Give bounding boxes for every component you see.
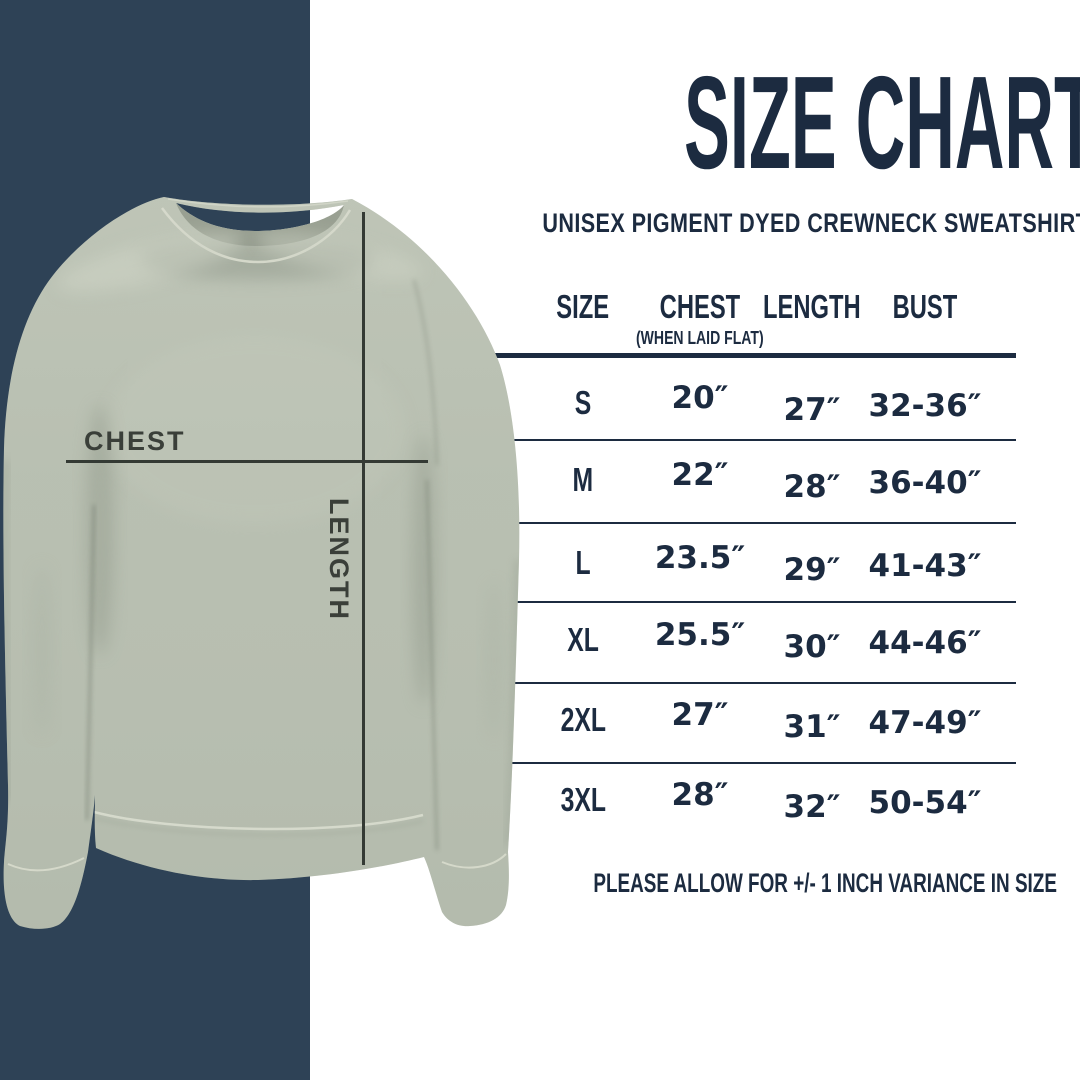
col-header-bust: BUST bbox=[892, 288, 958, 325]
right-cuff-seam bbox=[441, 853, 507, 869]
table-row-separator bbox=[494, 601, 1016, 603]
cell-size: 3XL bbox=[560, 781, 606, 818]
hem-seam bbox=[93, 810, 424, 831]
cell-size: 2XL bbox=[560, 701, 606, 738]
left-cuff-seam bbox=[7, 857, 85, 872]
cell-value: 28″ bbox=[783, 469, 841, 505]
cell-size: XL bbox=[567, 621, 599, 658]
cell-value: 27″ bbox=[783, 392, 841, 428]
chest-measure-line bbox=[66, 460, 428, 463]
cell-value: 23.5″ bbox=[654, 540, 746, 576]
cell-value: 29″ bbox=[783, 552, 841, 588]
cell-size: L bbox=[575, 544, 591, 581]
cell-value: 22″ bbox=[671, 457, 729, 493]
cell-value: 36-40″ bbox=[868, 465, 982, 501]
table-header-rule bbox=[494, 353, 1016, 358]
left-sleeve-crease bbox=[85, 504, 96, 821]
cell-value: 32″ bbox=[783, 789, 841, 825]
col-header-chest: CHEST bbox=[659, 288, 741, 325]
page-subtitle: UNISEX PIGMENT DYED CREWNECK SWEATSHIRT bbox=[474, 210, 1080, 237]
page-title: SIZE CHART bbox=[494, 57, 1080, 189]
right-sleeve-crease bbox=[425, 479, 439, 851]
cell-value: 44-46″ bbox=[868, 625, 982, 661]
cell-value: 20″ bbox=[671, 380, 729, 416]
cell-size: S bbox=[574, 384, 592, 421]
page-title-text: SIZE CHART bbox=[684, 49, 1080, 196]
length-measure-line bbox=[362, 212, 365, 865]
right-sleeve-seam bbox=[413, 279, 438, 466]
length-measure-label: LENGTH bbox=[324, 498, 354, 621]
cell-value: 47-49″ bbox=[868, 705, 982, 741]
chest-measure-label: CHEST bbox=[84, 426, 186, 456]
cell-value: 28″ bbox=[671, 777, 729, 813]
table-row-separator bbox=[494, 522, 1016, 524]
sweatshirt-photo bbox=[3, 197, 520, 929]
cell-value: 50-54″ bbox=[868, 785, 982, 821]
cell-value: 31″ bbox=[783, 709, 841, 745]
cell-value: 32-36″ bbox=[868, 388, 982, 424]
col-header-length: LENGTH bbox=[763, 288, 861, 325]
table-row-separator bbox=[494, 762, 1016, 764]
cell-value: 30″ bbox=[783, 629, 841, 665]
table-row-separator bbox=[494, 439, 1016, 441]
cell-value: 25.5″ bbox=[654, 617, 746, 653]
cell-size: M bbox=[572, 461, 594, 498]
cell-value: 27″ bbox=[671, 697, 729, 733]
chest-column-note: (WHEN LAID FLAT) bbox=[636, 328, 764, 348]
cell-value: 41-43″ bbox=[868, 548, 982, 584]
col-header-size: SIZE bbox=[556, 288, 610, 325]
table-row-separator bbox=[494, 682, 1016, 684]
variance-footnote: PLEASE ALLOW FOR +/- 1 INCH VARIANCE IN … bbox=[593, 868, 1057, 898]
page-subtitle-text: UNISEX PIGMENT DYED CREWNECK SWEATSHIRT bbox=[542, 208, 1080, 238]
